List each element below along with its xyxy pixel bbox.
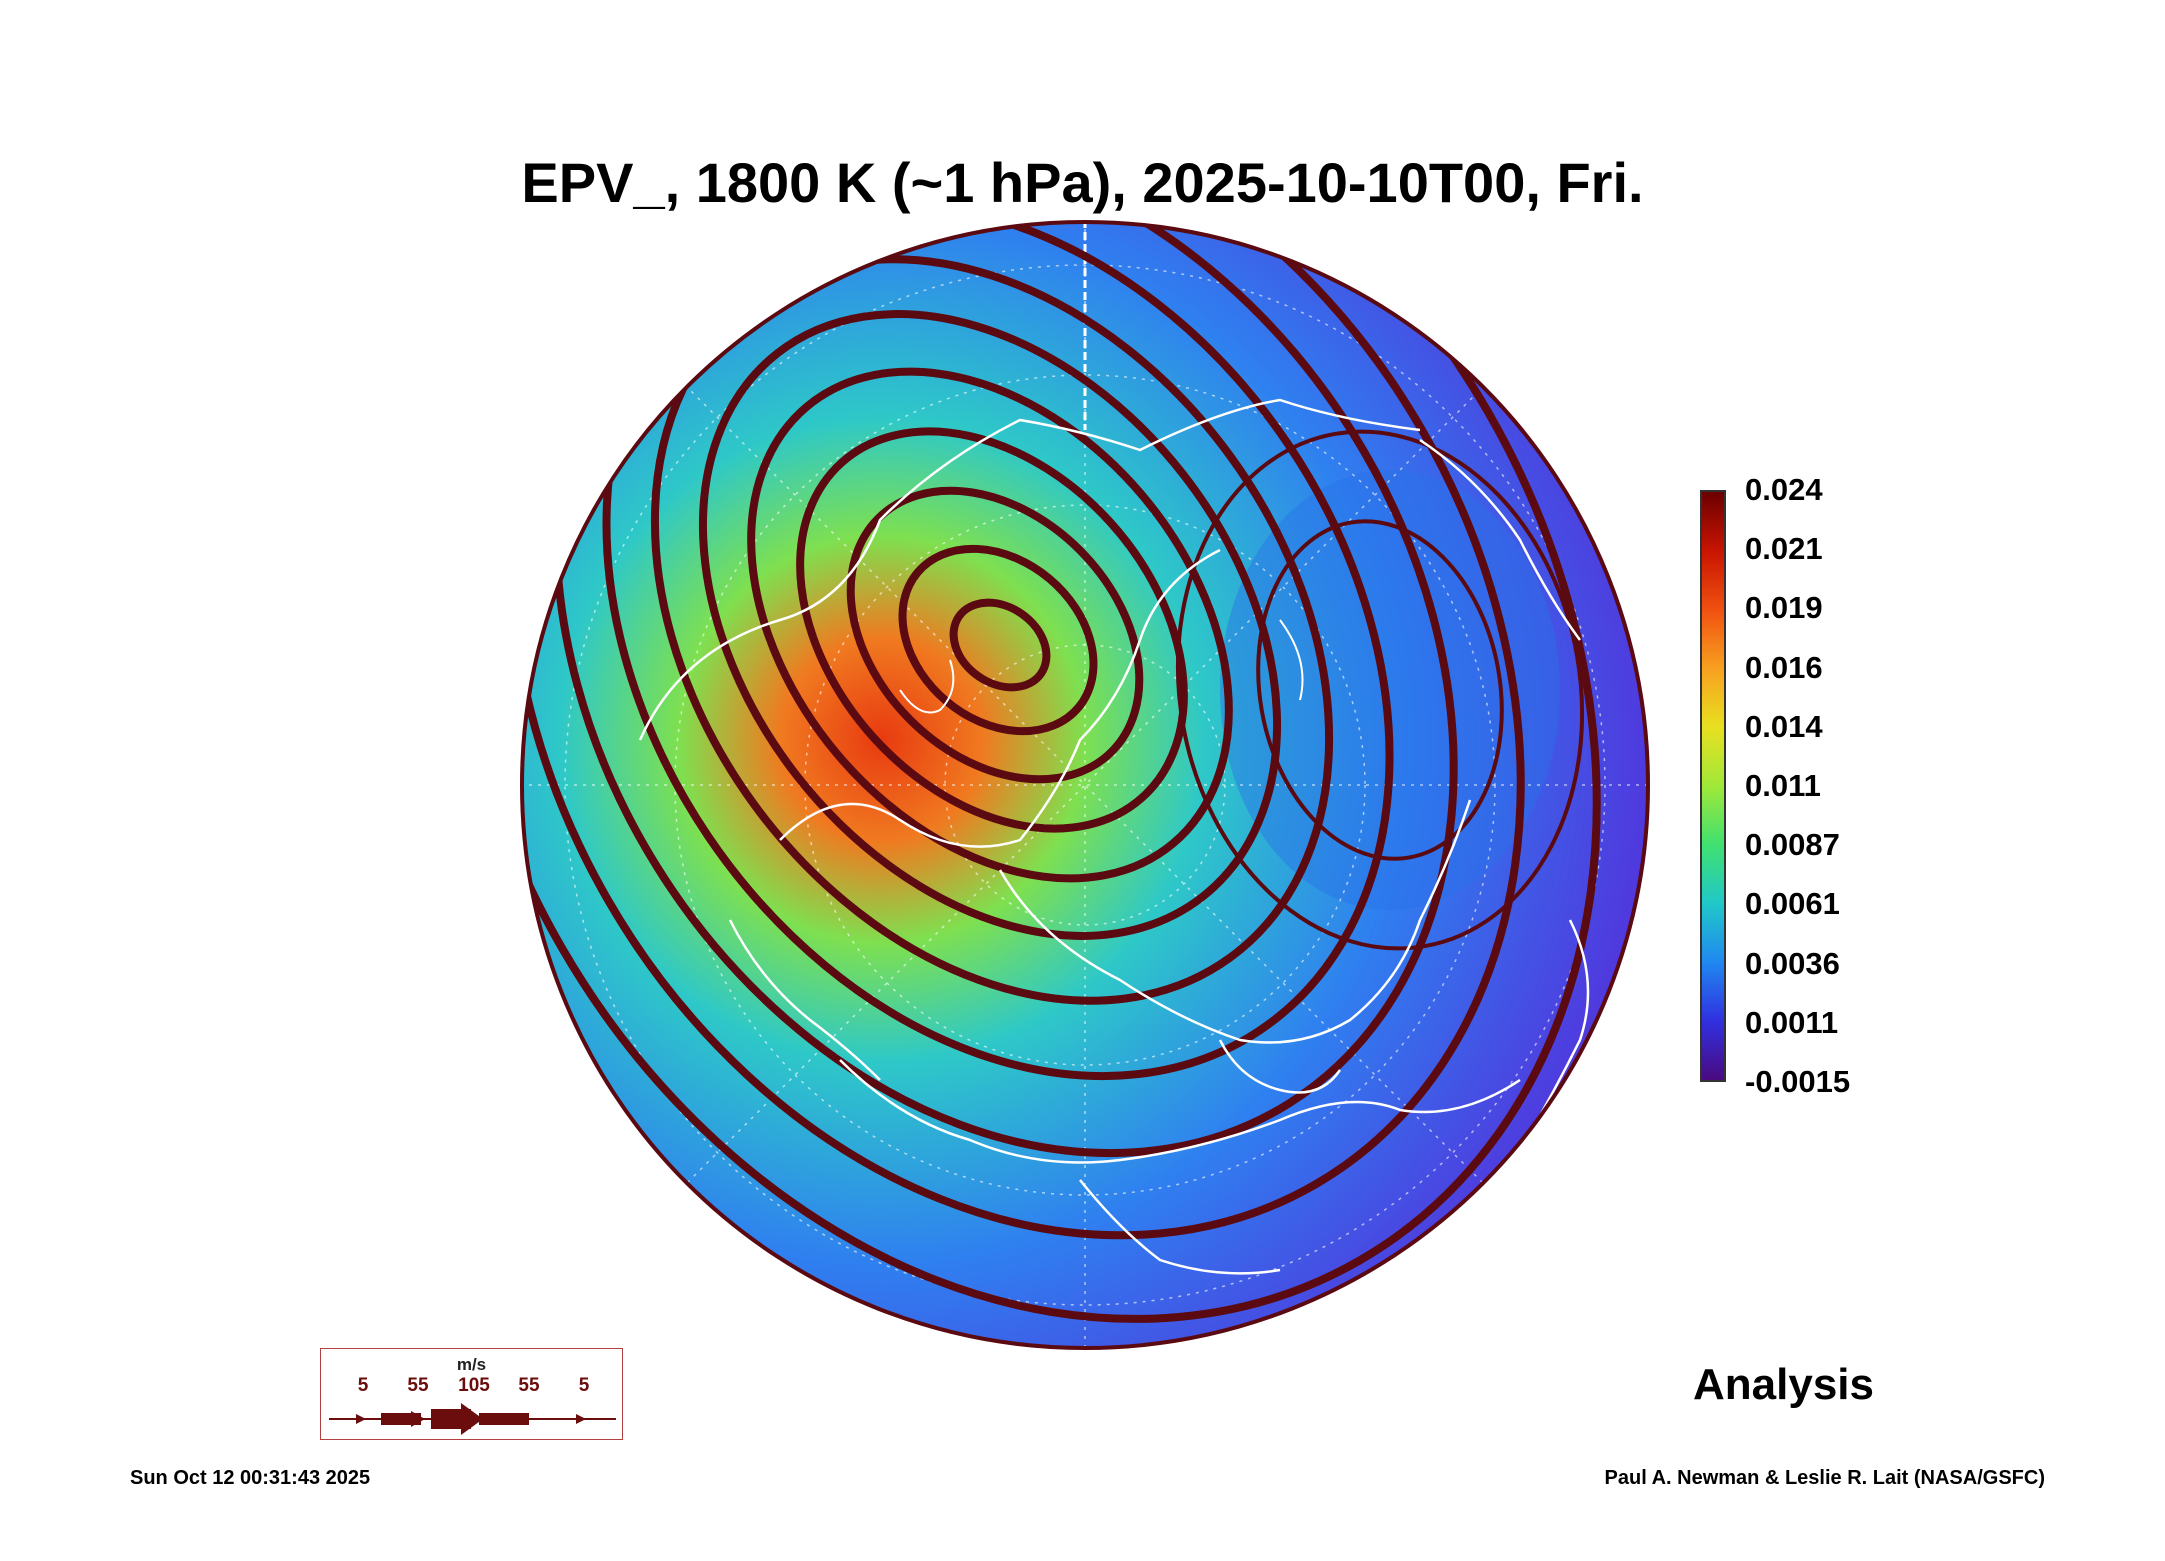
legend-speed-2: 55 (407, 1375, 429, 1396)
legend-speed-4: 55 (518, 1375, 540, 1396)
globe-edge (520, 220, 1650, 1350)
legend-speed-5: 5 (578, 1375, 590, 1396)
coastlines (638, 398, 1590, 1275)
legend-speed-3: 105 (458, 1375, 490, 1396)
colorbar-label: 0.011 (1745, 768, 1821, 803)
colorbar-label: 0.016 (1745, 649, 1823, 685)
colorbar (1700, 490, 1726, 1082)
colorbar-label: 0.0011 (1745, 1004, 1839, 1040)
colorbar-label: 0.014 (1745, 708, 1823, 744)
analysis-label: Analysis (1693, 1360, 1874, 1409)
secondary-low (1220, 470, 1560, 910)
colorbar-label: 0.0036 (1745, 945, 1840, 981)
colorbar-label: -0.0015 (1745, 1064, 1851, 1099)
colorbar-label: 0.0061 (1745, 886, 1840, 922)
colorbar-label: 0.0087 (1745, 827, 1840, 863)
colorbar-label: 0.024 (1745, 472, 1823, 507)
wind-speed-legend: m/s 5 55 105 55 5 (320, 1348, 623, 1440)
legend-speed-1: 5 (357, 1375, 369, 1396)
chart-title: EPV_, 1800 K (~1 hPa), 2025-10-10T00, Fr… (521, 151, 1644, 214)
colorbar-label: 0.019 (1745, 590, 1823, 626)
legend-arrow (329, 1403, 616, 1435)
colorbar-label: 0.021 (1745, 531, 1823, 567)
polar-map (520, 220, 1650, 1350)
legend-unit: m/s (456, 1355, 487, 1374)
credit: Paul A. Newman & Leslie R. Lait (NASA/GS… (1604, 1467, 2045, 1489)
timestamp: Sun Oct 12 00:31:43 2025 (130, 1467, 371, 1489)
